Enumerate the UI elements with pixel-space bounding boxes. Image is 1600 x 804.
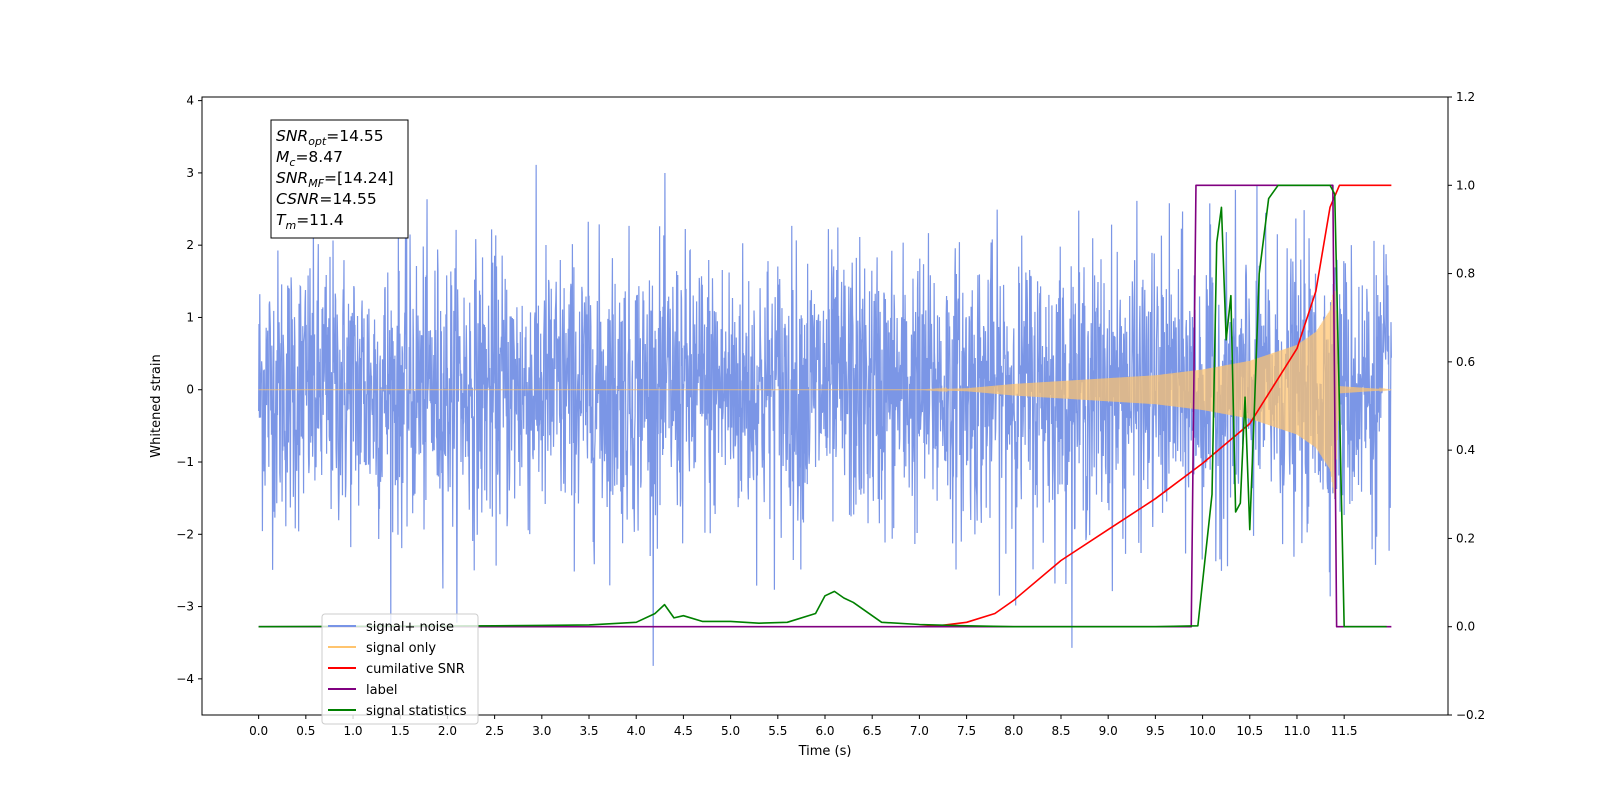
- x-tick-label: 3.5: [579, 724, 598, 738]
- info-symbol: SNR: [276, 169, 308, 187]
- x-tick-label: 11.0: [1284, 724, 1311, 738]
- x-tick-label: 1.0: [343, 724, 362, 738]
- x-axis: 0.0 0.5 1.0 1.5 2.0 2.5 3.0 3.5 4.0 4.5 5.0 5.5 6.0 6…: [249, 715, 1358, 738]
- legend-frame: [321, 613, 479, 725]
- info-line: CSNR=14.55: [276, 190, 377, 208]
- x-tick-label: 1.5: [391, 724, 410, 738]
- y2-tick-label: 0.8: [1456, 267, 1475, 281]
- info-symbol: CSNR: [276, 190, 319, 208]
- y-tick-label: −3: [176, 600, 194, 614]
- x-tick-label: 10.5: [1236, 724, 1263, 738]
- x-tick-label: 7.0: [910, 724, 929, 738]
- x-tick-label: 0.5: [296, 724, 315, 738]
- x-tick-label: 5.5: [768, 724, 787, 738]
- legend-label: signal only: [366, 641, 436, 656]
- legend: signal+ noise signal only cumilative SNR la…: [321, 613, 479, 725]
- y2-tick-label: 0.0: [1456, 620, 1475, 634]
- info-subscript: m: [285, 219, 296, 232]
- legend-label: signal statistics: [366, 704, 467, 719]
- x-tick-label: 4.0: [627, 724, 646, 738]
- series-signal-only: [258, 283, 1392, 499]
- y2-tick-label: 1.0: [1456, 178, 1475, 192]
- x-tick-label: 7.5: [957, 724, 976, 738]
- info-subscript: opt: [308, 135, 327, 148]
- info-symbol: M: [276, 148, 289, 166]
- y-tick-label: 3: [186, 166, 194, 180]
- y2-tick-label: 0.4: [1456, 443, 1475, 457]
- x-tick-label: 10.0: [1189, 724, 1216, 738]
- info-line: SNRopt=14.55: [276, 127, 384, 148]
- x-tick-label: 6.0: [815, 724, 834, 738]
- x-tick-label: 11.5: [1331, 724, 1358, 738]
- info-line: Mc=8.47: [276, 148, 343, 169]
- y-tick-label: −2: [176, 527, 194, 541]
- legend-label: cumilative SNR: [366, 662, 465, 677]
- series-signal-statistics: [258, 184, 1387, 628]
- y-tick-label: −1: [176, 455, 194, 469]
- series-signal-noise: [258, 164, 1392, 666]
- x-tick-label: 8.0: [1004, 724, 1023, 738]
- info-line: Tm=11.4: [276, 211, 344, 232]
- info-value: =[14.24]: [324, 169, 393, 187]
- info-value: =8.47: [295, 148, 343, 166]
- x-tick-label: 3.0: [532, 724, 551, 738]
- info-value: =11.4: [296, 211, 344, 229]
- x-tick-label: 8.5: [1051, 724, 1070, 738]
- y-axis-right: 1.2 1.0 0.8 0.6 0.4 0.2 0.0 −0.2: [1448, 90, 1485, 722]
- info-value: =14.55: [319, 190, 376, 208]
- series-layer: [258, 164, 1392, 666]
- y-axis-left: 4 3 2 1 0 −1 −2 −3 −4: [176, 94, 202, 686]
- x-tick-label: 6.5: [863, 724, 882, 738]
- info-subscript: MF: [308, 177, 324, 190]
- x-tick-label: 9.5: [1146, 724, 1165, 738]
- x-tick-label: 2.0: [438, 724, 457, 738]
- legend-label: signal+ noise: [366, 620, 454, 635]
- info-box-frame: [270, 119, 409, 239]
- legend-label: label: [366, 683, 397, 698]
- x-axis-label: Time (s): [798, 744, 852, 759]
- y-tick-label: 1: [186, 310, 194, 324]
- y2-tick-label: 1.2: [1456, 90, 1475, 104]
- y2-tick-label: −0.2: [1456, 708, 1485, 722]
- x-tick-label: 5.0: [721, 724, 740, 738]
- info-line: SNRMF=[14.24]: [276, 169, 394, 190]
- y-tick-label: −4: [176, 672, 194, 686]
- y-tick-label: 4: [186, 94, 194, 108]
- y-tick-label: 0: [186, 383, 194, 397]
- info-symbol: SNR: [276, 127, 308, 145]
- x-tick-label: 4.5: [674, 724, 693, 738]
- y2-tick-label: 0.2: [1456, 531, 1475, 545]
- info-box: SNRopt=14.55Mc=8.47SNRMF=[14.24]CSNR=14.…: [270, 119, 409, 239]
- info-symbol: T: [276, 211, 287, 229]
- y-axis-label: Whitened strain: [149, 354, 164, 457]
- info-subscript: c: [289, 156, 295, 169]
- x-tick-label: 9.0: [1099, 724, 1118, 738]
- info-value: =14.55: [326, 127, 383, 145]
- x-tick-label: 2.5: [485, 724, 504, 738]
- y-tick-label: 2: [186, 238, 194, 252]
- x-tick-label: 0.0: [249, 724, 268, 738]
- y2-tick-label: 0.6: [1456, 355, 1475, 369]
